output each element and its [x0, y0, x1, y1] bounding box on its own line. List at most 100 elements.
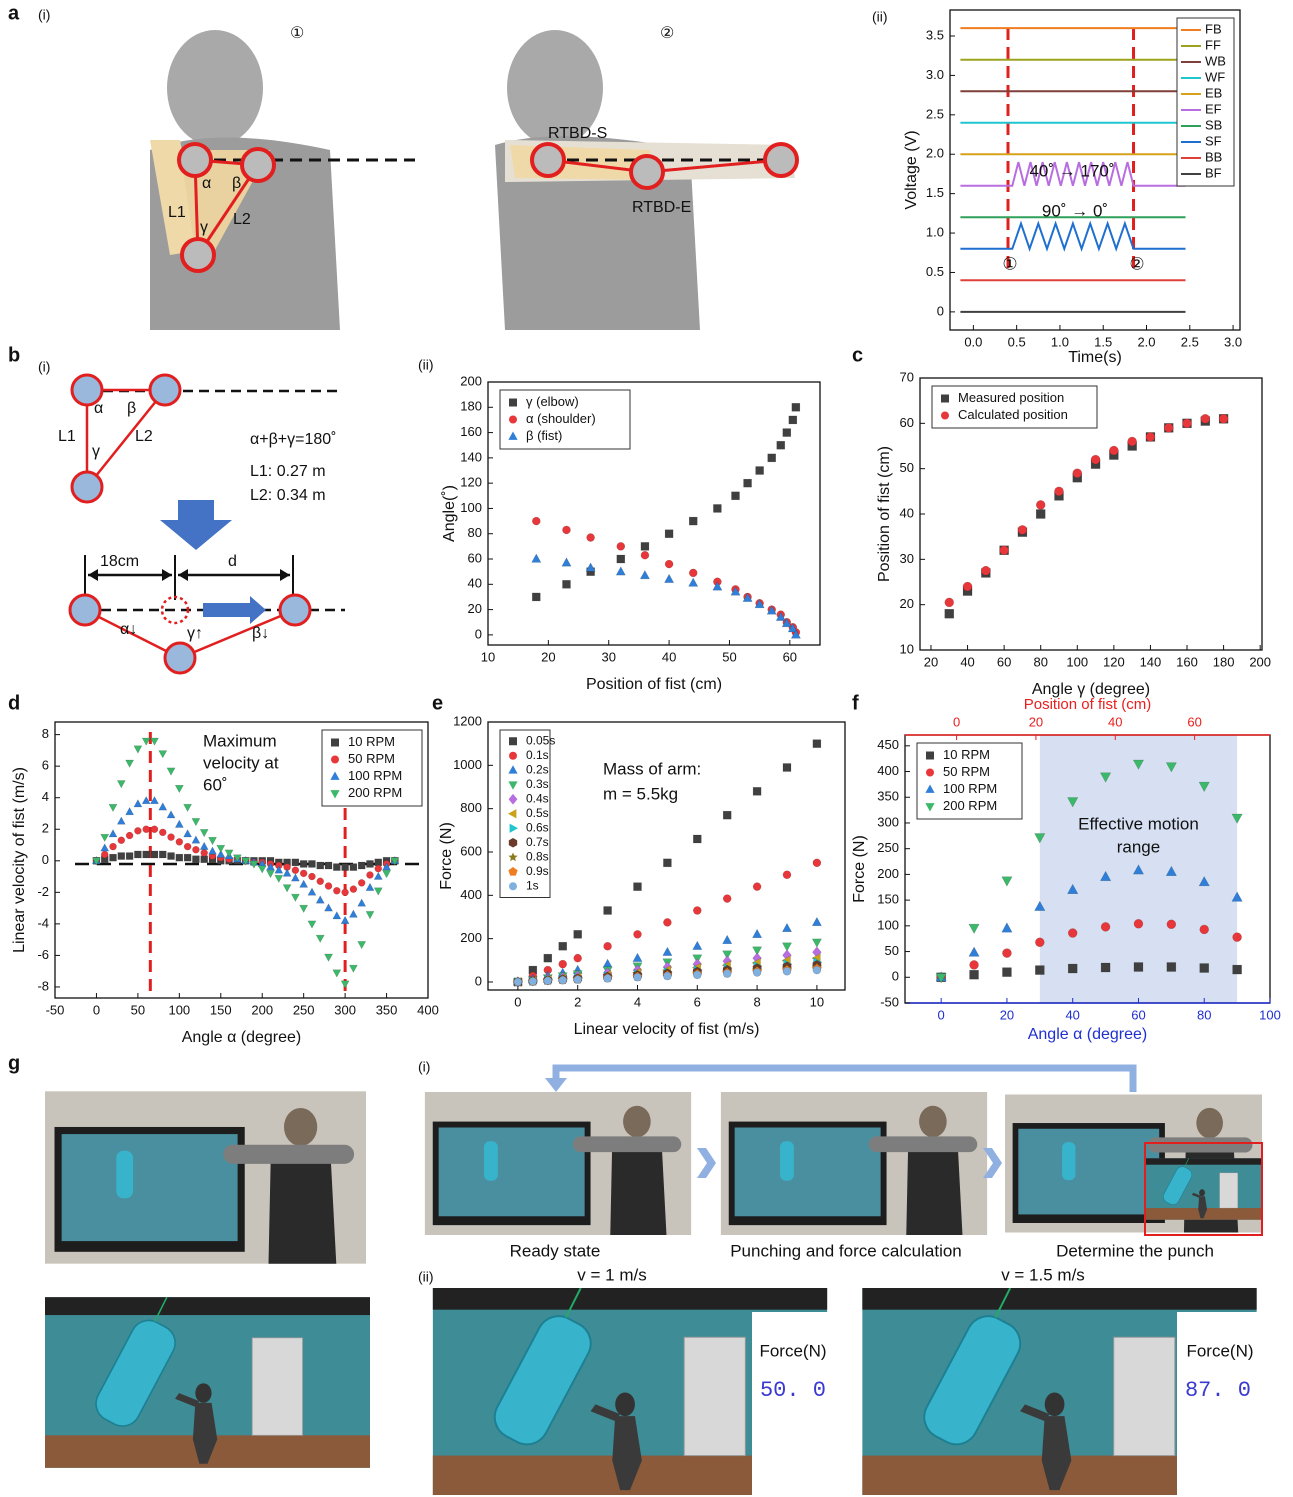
data-point	[151, 826, 158, 833]
annotation: 40˚ → 170˚	[1029, 161, 1114, 180]
data-point	[167, 768, 175, 775]
data-point	[316, 935, 324, 942]
x2-axis-label: Position of fist (cm)	[1024, 696, 1152, 713]
data-point	[689, 578, 698, 586]
y-tick-label: 30	[900, 551, 914, 566]
data-point	[604, 906, 612, 914]
data-point	[101, 834, 109, 841]
data-point	[134, 851, 141, 858]
y-tick-label: 160	[460, 424, 482, 439]
angle-label: γ	[200, 219, 208, 236]
x-tick-label: 60	[1131, 1007, 1145, 1022]
y-tick-label: 350	[877, 789, 899, 804]
legend-swatch	[509, 752, 517, 760]
x-tick-label: 10	[481, 649, 495, 664]
x-axis-label: Angle α (degree)	[182, 1029, 302, 1046]
legend-label: 0.05s	[526, 733, 555, 747]
data-point	[117, 781, 125, 788]
x-tick-label: 300	[334, 1002, 356, 1017]
x2-tick-label: 40	[1108, 714, 1122, 729]
data-point	[713, 504, 721, 512]
x-tick-label: 200	[1249, 654, 1271, 669]
data-point	[945, 598, 954, 607]
legend-label: 0.9s	[526, 864, 549, 878]
data-point	[308, 921, 316, 928]
data-point	[1233, 965, 1242, 974]
range-label: range	[1117, 837, 1160, 856]
y-tick-label: 200	[877, 866, 899, 881]
photo	[45, 1091, 366, 1263]
photo	[45, 1297, 370, 1468]
x-tick-label: 200	[251, 1002, 273, 1017]
data-point	[176, 854, 183, 861]
legend-label: 100 RPM	[943, 781, 997, 796]
data-point	[813, 859, 821, 867]
y-tick-label: 1.0	[926, 224, 944, 239]
data-point	[641, 542, 649, 550]
x-tick-label: 20	[541, 649, 555, 664]
data-point	[1134, 962, 1143, 971]
x-tick-label: 250	[293, 1002, 315, 1017]
y-tick-label: 120	[460, 475, 482, 490]
kinematic-diagram	[70, 375, 345, 673]
data-point	[350, 886, 357, 893]
y-tick-label: 1.5	[926, 185, 944, 200]
data-point	[333, 864, 340, 871]
data-point	[753, 929, 762, 937]
mannequin-2	[495, 30, 797, 330]
data-point	[723, 811, 731, 819]
module-label: RTBD-S	[548, 125, 607, 142]
data-point	[969, 924, 979, 933]
y-tick-label: 2.5	[926, 106, 944, 121]
x-tick-label: 40	[662, 649, 676, 664]
data-point	[562, 526, 570, 534]
figure: a (i) (ii) b (i) (ii) c d e f g (i) (ii)…	[0, 0, 1293, 1497]
data-point	[209, 837, 217, 844]
data-point	[192, 818, 200, 825]
legend-label: β (fist)	[526, 428, 562, 443]
x-tick-label: 60	[783, 649, 797, 664]
legend-label: WB	[1205, 53, 1226, 68]
legend-label: WF	[1205, 69, 1225, 84]
data-point	[159, 851, 166, 858]
data-point	[366, 911, 374, 918]
data-point	[731, 492, 739, 500]
data-point	[366, 860, 373, 867]
step-caption: Punching and force calculation	[730, 1241, 962, 1260]
legend-label: FF	[1205, 37, 1221, 52]
data-point	[109, 830, 117, 837]
x-tick-label: 160	[1176, 654, 1198, 669]
force-value: 87. 0	[1185, 1378, 1251, 1403]
data-point	[333, 887, 340, 894]
data-point	[1183, 419, 1192, 428]
data-point	[783, 871, 791, 879]
step-caption: Ready state	[510, 1241, 601, 1260]
x-tick-label: 100	[1259, 1007, 1281, 1022]
data-point	[1101, 922, 1110, 931]
data-point	[1200, 925, 1209, 934]
data-point	[562, 580, 570, 588]
annotation: velocity at	[203, 753, 279, 772]
legend-swatch	[331, 756, 339, 764]
data-point	[1167, 962, 1176, 971]
data-point	[559, 960, 567, 968]
y-tick-label: 50	[885, 943, 899, 958]
data-point	[101, 844, 109, 851]
y-tick-label: 1200	[453, 713, 482, 728]
data-point	[532, 593, 540, 601]
data-point	[341, 981, 349, 988]
y-tick-label: 3.5	[926, 27, 944, 42]
y-tick-label: 2	[42, 821, 49, 836]
photo	[721, 1092, 987, 1235]
data-point	[663, 918, 671, 926]
legend-label: 0.5s	[526, 806, 549, 820]
length-value: L1: 0.27 m	[250, 463, 326, 480]
legend-label: 200 RPM	[348, 785, 402, 800]
data-point	[375, 859, 382, 866]
x-tick-label: 6	[694, 994, 701, 1009]
data-point	[544, 954, 552, 962]
y-tick-label: 0	[937, 303, 944, 318]
data-point	[151, 851, 158, 858]
legend-label: FB	[1205, 21, 1222, 36]
legend-label: EB	[1205, 85, 1222, 100]
